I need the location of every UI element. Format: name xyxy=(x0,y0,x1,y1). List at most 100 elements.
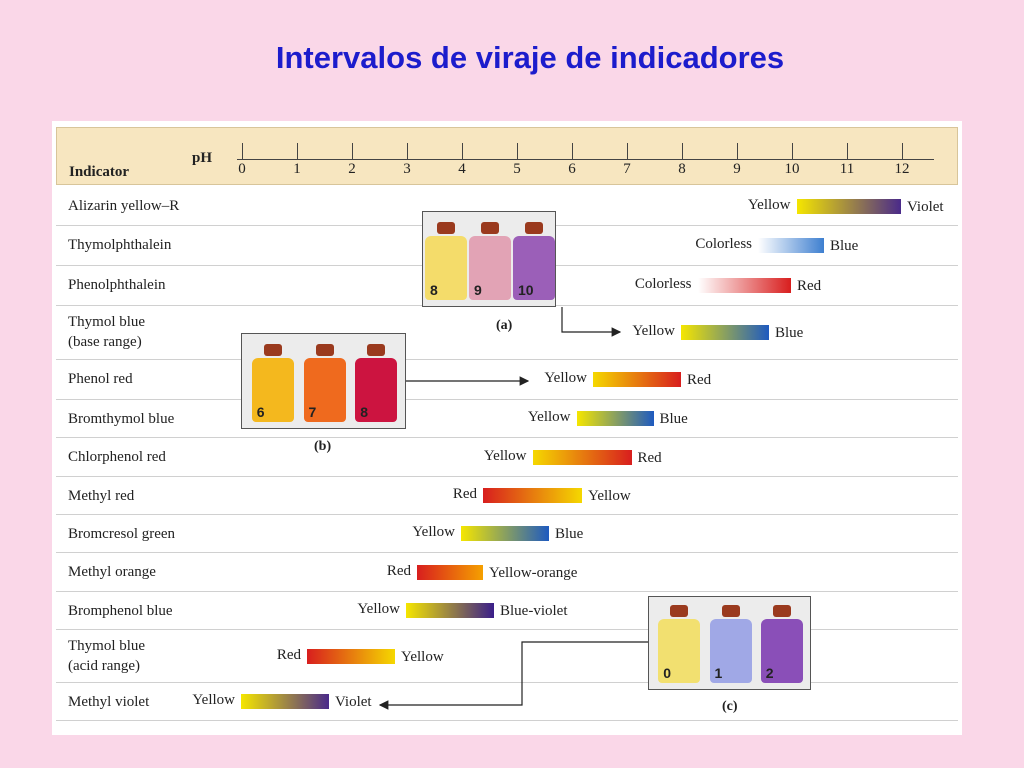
indicator-row: Methyl violet xyxy=(56,682,958,721)
bottle-ph-number: 9 xyxy=(474,282,482,298)
high-ph-color-label: Yellow xyxy=(401,648,444,665)
indicator-bottle: 7 xyxy=(303,344,346,422)
indicator-name-line: Phenolphthalein xyxy=(68,277,166,293)
ph-tick-label: 5 xyxy=(513,161,521,177)
indicator-name: Bromphenol blue xyxy=(68,601,173,621)
high-ph-color-label: Violet xyxy=(907,198,944,215)
ph-tick-mark xyxy=(902,143,903,159)
indicator-column-label: Indicator xyxy=(69,164,129,180)
indicator-row: Bromphenol blue xyxy=(56,591,958,630)
bottle-ph-number: 8 xyxy=(430,282,438,298)
ph-tick-mark xyxy=(627,143,628,159)
color-transition-bar xyxy=(241,694,329,709)
indicator-name-line: Bromcresol green xyxy=(68,526,176,542)
low-ph-color-label: Colorless xyxy=(695,236,752,252)
high-ph-color-label: Yellow-orange xyxy=(489,564,578,581)
bottle-ph-number: 6 xyxy=(256,404,265,420)
ph-tick-mark xyxy=(682,143,683,159)
indicator-name: Thymol blue (base range) xyxy=(68,312,145,352)
color-transition-bar xyxy=(576,411,654,426)
high-ph-color-label: Yellow xyxy=(588,488,631,504)
high-ph-color-label: Blue xyxy=(659,411,688,427)
ph-tick-label: 0 xyxy=(238,161,246,177)
ph-tick-label: 10 xyxy=(784,161,800,177)
ph-scale-header: Indicator pH 0 1 2 3 4 5 6 7 8 9 10 11 12 xyxy=(56,127,958,185)
ph-tick-label: 12 xyxy=(894,161,910,177)
high-ph-color-label: Blue xyxy=(830,238,859,254)
photo-caption: (b) xyxy=(314,439,332,454)
photo-caption: (a) xyxy=(496,318,513,333)
indicator-name: Phenol red xyxy=(68,369,133,389)
bottle-ph-number: 1 xyxy=(714,665,723,681)
color-transition-bar xyxy=(532,449,632,465)
ph-tick-label: 4 xyxy=(458,161,466,177)
low-ph-color-label: Yellow xyxy=(527,409,571,425)
indicator-bottle: 8 xyxy=(425,222,467,300)
indicator-name-line: Thymol blue xyxy=(68,314,146,330)
ph-tick-mark xyxy=(572,143,573,159)
indicator-name-range: (acid range) xyxy=(68,658,141,674)
bottle-ph-number: 10 xyxy=(518,282,534,298)
indicator-bottle: 8 xyxy=(355,344,398,422)
low-ph-color-label: Yellow xyxy=(632,323,675,339)
indicator-name-line: Phenol red xyxy=(68,371,133,387)
indicator-name: Methyl red xyxy=(68,486,134,506)
indicator-bottle: 6 xyxy=(251,344,294,422)
indicator-row: Methyl red xyxy=(56,476,958,515)
indicator-name-line: Chlorphenol red xyxy=(68,449,166,465)
ph-tick-label: 7 xyxy=(623,161,631,177)
color-transition-bar xyxy=(796,198,901,214)
indicator-row: Chlorphenol red xyxy=(56,437,958,477)
indicator-row: Bromthymol blue xyxy=(56,399,958,438)
indicator-bottle: 9 xyxy=(469,222,511,300)
indicator-name-line: Methyl violet xyxy=(68,694,150,710)
color-transition-bar xyxy=(681,325,769,340)
slide-title: Intervalos de viraje de indicadores xyxy=(275,40,785,75)
high-ph-color-label: Blue xyxy=(775,325,804,341)
indicator-name-line: Thymolphthalein xyxy=(68,237,172,253)
low-ph-color-label: Yellow xyxy=(483,447,527,464)
indicator-name-line: Bromthymol blue xyxy=(68,411,175,427)
color-transition-bar xyxy=(406,603,494,618)
high-ph-color-label: Blue-violet xyxy=(500,603,568,619)
high-ph-color-label: Red xyxy=(637,449,662,466)
indicator-name-line: Alizarin yellow–R xyxy=(68,198,180,214)
indicator-bottle: 2 xyxy=(760,605,803,683)
ph-axis-line xyxy=(237,159,934,160)
bottle-ph-number: 2 xyxy=(765,665,774,681)
indicator-photo-b: 6 7 8 xyxy=(241,333,406,429)
high-ph-color-label: Red xyxy=(797,278,822,294)
ph-tick-mark xyxy=(517,143,518,159)
color-transition-bar xyxy=(461,526,549,541)
low-ph-color-label: Yellow xyxy=(544,370,587,386)
bottle-ph-number: 0 xyxy=(663,665,672,681)
color-transition-bar xyxy=(417,564,483,580)
high-ph-color-label: Violet xyxy=(335,694,372,710)
indicator-name: Thymol blue (acid range) xyxy=(68,636,145,676)
ph-tick-label: 9 xyxy=(733,161,741,177)
indicator-name-range: (base range) xyxy=(68,334,142,350)
low-ph-color-label: Yellow xyxy=(747,196,791,213)
low-ph-color-label: Red xyxy=(452,486,477,502)
low-ph-color-label: Red xyxy=(386,562,411,579)
photo-connector-arrows xyxy=(378,307,648,710)
ph-tick-label: 2 xyxy=(348,161,356,177)
ph-tick-label: 11 xyxy=(839,161,855,177)
indicator-name: Bromcresol green xyxy=(68,524,175,544)
ph-tick-mark xyxy=(792,143,793,159)
ph-tick-mark xyxy=(462,143,463,159)
indicator-bottle: 0 xyxy=(658,605,701,683)
arrow-photo-c xyxy=(378,641,648,710)
indicator-name: Alizarin yellow–R xyxy=(68,196,179,216)
photo-caption: (c) xyxy=(722,699,738,714)
ph-tick-label: 3 xyxy=(403,161,411,177)
indicator-name: Thymolphthalein xyxy=(68,235,171,255)
high-ph-color-label: Red xyxy=(687,372,712,388)
ph-tick-label: 8 xyxy=(678,161,686,177)
low-ph-color-label: Colorless xyxy=(634,276,692,292)
indicator-name: Methyl violet xyxy=(68,692,149,712)
color-transition-bar xyxy=(593,372,681,387)
color-transition-bar xyxy=(758,238,824,253)
color-transition-bar xyxy=(307,648,395,664)
indicator-name-line: Methyl red xyxy=(68,488,135,504)
